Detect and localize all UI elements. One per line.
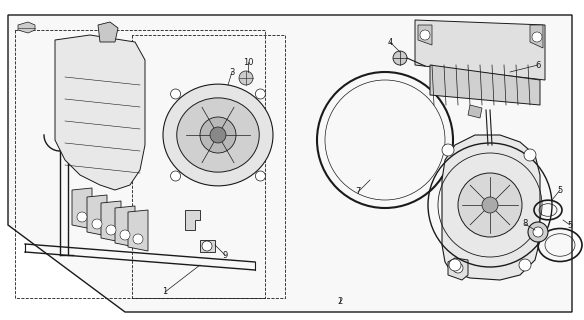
Polygon shape — [8, 15, 572, 312]
Circle shape — [92, 219, 102, 229]
Circle shape — [453, 263, 463, 273]
Circle shape — [255, 171, 265, 181]
Circle shape — [171, 171, 180, 181]
Polygon shape — [185, 210, 200, 230]
Circle shape — [442, 144, 454, 156]
Polygon shape — [72, 188, 92, 229]
Polygon shape — [101, 201, 121, 242]
Text: 8: 8 — [522, 220, 528, 228]
Circle shape — [393, 51, 407, 65]
Ellipse shape — [163, 84, 273, 186]
Circle shape — [171, 89, 180, 99]
Polygon shape — [200, 240, 215, 252]
Text: 9: 9 — [223, 251, 228, 260]
Polygon shape — [430, 65, 540, 105]
Circle shape — [533, 227, 543, 237]
Circle shape — [210, 127, 226, 143]
Polygon shape — [128, 210, 148, 251]
Circle shape — [449, 259, 461, 271]
Polygon shape — [418, 25, 432, 45]
Circle shape — [200, 117, 236, 153]
Circle shape — [532, 32, 542, 42]
Text: 5: 5 — [568, 220, 573, 229]
Circle shape — [458, 173, 522, 237]
Polygon shape — [18, 22, 35, 33]
Text: 1: 1 — [162, 287, 168, 297]
Text: 4: 4 — [387, 37, 392, 46]
Circle shape — [482, 197, 498, 213]
Polygon shape — [98, 22, 118, 42]
Circle shape — [420, 30, 430, 40]
Circle shape — [202, 241, 212, 251]
Polygon shape — [115, 206, 135, 247]
Text: 5: 5 — [557, 186, 562, 195]
Text: 6: 6 — [536, 60, 541, 69]
Circle shape — [239, 71, 253, 85]
Circle shape — [524, 149, 536, 161]
Polygon shape — [468, 105, 482, 118]
Polygon shape — [55, 35, 145, 190]
Polygon shape — [415, 20, 545, 80]
Circle shape — [120, 230, 130, 240]
Text: 10: 10 — [243, 58, 253, 67]
Circle shape — [519, 259, 531, 271]
Circle shape — [77, 212, 87, 222]
Circle shape — [133, 234, 143, 244]
Circle shape — [106, 225, 116, 235]
Polygon shape — [87, 195, 107, 236]
Circle shape — [528, 222, 548, 242]
Ellipse shape — [177, 98, 259, 172]
Text: 2: 2 — [338, 298, 343, 307]
Text: 3: 3 — [230, 68, 235, 76]
Polygon shape — [530, 25, 543, 48]
Polygon shape — [442, 135, 540, 280]
Text: 7: 7 — [355, 188, 361, 196]
Circle shape — [255, 89, 265, 99]
Polygon shape — [448, 258, 468, 280]
